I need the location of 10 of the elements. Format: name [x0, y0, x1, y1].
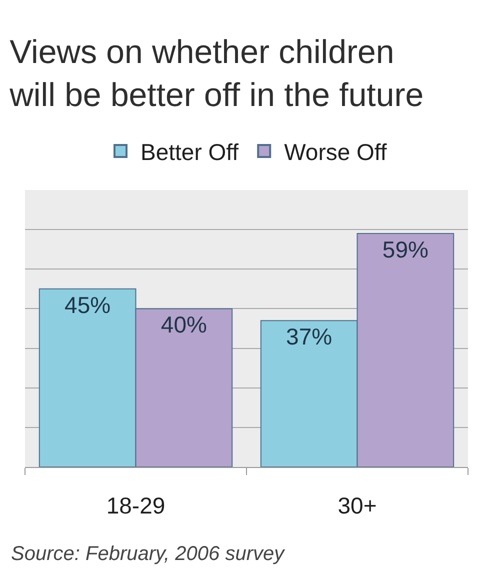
- x-tick-label: 18-29: [106, 492, 166, 519]
- source-note: Source: February, 2006 survey: [11, 543, 286, 565]
- x-tick-label: 30+: [338, 492, 377, 519]
- data-label: 37%: [286, 324, 332, 350]
- data-label: 45%: [64, 292, 111, 318]
- data-label: 40%: [160, 312, 207, 338]
- data-label: 59%: [382, 236, 428, 263]
- legend-label: Better Off: [140, 138, 240, 165]
- legend-label: Worse Off: [284, 138, 388, 165]
- chart-title: Views on whether children will be better off in the future: [8, 33, 424, 113]
